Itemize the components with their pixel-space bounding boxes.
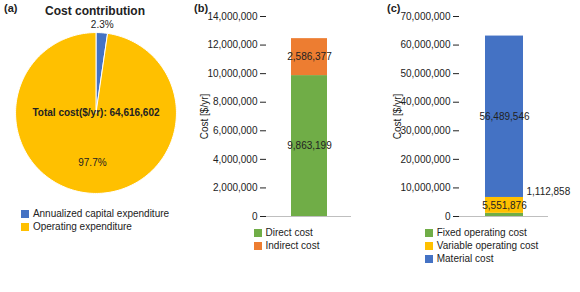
- svg-text:60,000,000: 60,000,000: [400, 39, 450, 50]
- svg-text:2,000,000: 2,000,000: [213, 182, 258, 193]
- html-text:(b): (b): [194, 2, 208, 14]
- svg-text:5,551,876: 5,551,876: [482, 200, 527, 211]
- svg-text:70,000,000: 70,000,000: [400, 11, 450, 22]
- html-text:Cost contribution: Cost contribution: [45, 4, 145, 18]
- svg-text:30,000,000: 30,000,000: [400, 125, 450, 136]
- html-text:Annualized capital expenditure: Annualized capital expenditure: [32, 208, 170, 219]
- svg-text:Total cost($/yr): 64,616,602: Total cost($/yr): 64,616,602: [32, 107, 160, 118]
- svg-text:9,863,199: 9,863,199: [287, 140, 332, 151]
- svg-text:20,000,000: 20,000,000: [400, 154, 450, 165]
- svg-text:40,000,000: 40,000,000: [400, 96, 450, 107]
- svg-text:0: 0: [445, 211, 451, 222]
- html-text:Fixed operating cost: Fixed operating cost: [436, 227, 527, 238]
- html-text:Material cost: Material cost: [436, 253, 494, 264]
- svg-text:56,489,546: 56,489,546: [479, 111, 529, 122]
- svg-text:12,000,000: 12,000,000: [207, 39, 257, 50]
- svg-text:Cost [$/yr]: Cost [$/yr]: [199, 94, 210, 140]
- svg-text:10,000,000: 10,000,000: [207, 68, 257, 79]
- svg-text:50,000,000: 50,000,000: [400, 68, 450, 79]
- html-text:Variable operating cost: Variable operating cost: [436, 240, 539, 251]
- svg-text:Cost [$/yr]: Cost [$/yr]: [392, 94, 403, 140]
- svg-text:8,000,000: 8,000,000: [213, 96, 258, 107]
- svg-text:97.7%: 97.7%: [78, 157, 106, 168]
- svg-text:2.3%: 2.3%: [90, 20, 113, 30]
- svg-text:6,000,000: 6,000,000: [213, 125, 258, 136]
- svg-text:0: 0: [252, 211, 258, 222]
- html-text:(a): (a): [4, 2, 18, 14]
- svg-text:10,000,000: 10,000,000: [400, 182, 450, 193]
- html-text:Indirect cost: Indirect cost: [265, 240, 320, 251]
- svg-text:4,000,000: 4,000,000: [213, 154, 258, 165]
- html-text:Operating expenditure: Operating expenditure: [32, 221, 132, 232]
- html-text:(c): (c): [387, 2, 401, 14]
- svg-text:14,000,000: 14,000,000: [207, 11, 257, 22]
- html-text:Direct cost: Direct cost: [265, 227, 313, 238]
- svg-text:1,112,858: 1,112,858: [527, 186, 571, 197]
- svg-text:2,586,377: 2,586,377: [287, 51, 332, 62]
